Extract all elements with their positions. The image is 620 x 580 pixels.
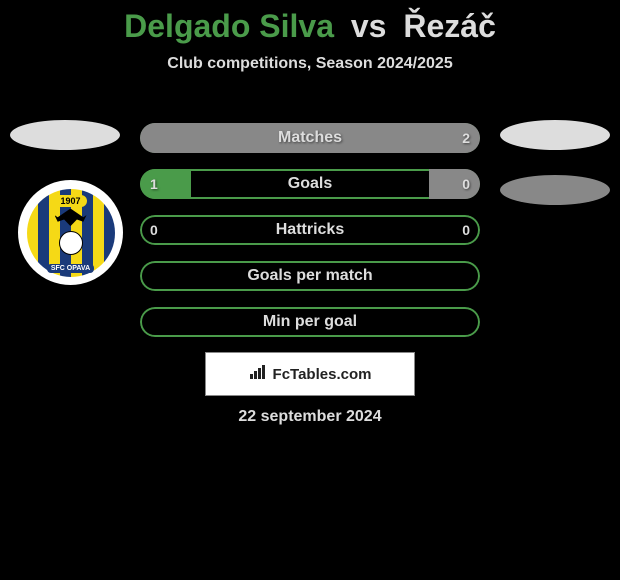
stat-bar-row: Goals per match xyxy=(140,261,480,291)
brand-text: FcTables.com xyxy=(273,366,372,383)
stat-bar-row: 10Goals xyxy=(140,169,480,199)
player1-club-badge: 1907 SFC OPAVA xyxy=(18,180,123,285)
date-label: 22 september 2024 xyxy=(0,408,620,426)
bar-label: Hattricks xyxy=(140,215,480,245)
club-ball-icon xyxy=(59,231,83,255)
player2-name: Řezáč xyxy=(403,8,496,44)
title-vs: vs xyxy=(351,8,387,44)
comparison-bars: 2Matches 10Goals 00Hattricks Goals per matc… xyxy=(140,123,480,353)
bar-label: Matches xyxy=(140,123,480,153)
player2-country-ellipse xyxy=(500,120,610,150)
brand-logo: FcTables.com xyxy=(205,352,415,396)
subtitle: Club competitions, Season 2024/2025 xyxy=(0,55,620,73)
club-name: SFC OPAVA xyxy=(47,264,94,273)
bar-label: Goals per match xyxy=(140,261,480,291)
club-year: 1907 xyxy=(54,195,86,207)
comparison-title: Delgado Silva vs Řezáč xyxy=(0,0,620,45)
club-badge-graphic: 1907 SFC OPAVA xyxy=(27,189,115,277)
chart-icon xyxy=(249,364,269,384)
player1-name: Delgado Silva xyxy=(124,8,334,44)
club-eagle-icon xyxy=(55,209,87,231)
stat-bar-row: 00Hattricks xyxy=(140,215,480,245)
player1-country-ellipse xyxy=(10,120,120,150)
bar-label: Goals xyxy=(140,169,480,199)
stat-bar-row: Min per goal xyxy=(140,307,480,337)
stat-bar-row: 2Matches xyxy=(140,123,480,153)
player2-club-ellipse xyxy=(500,175,610,205)
bar-label: Min per goal xyxy=(140,307,480,337)
